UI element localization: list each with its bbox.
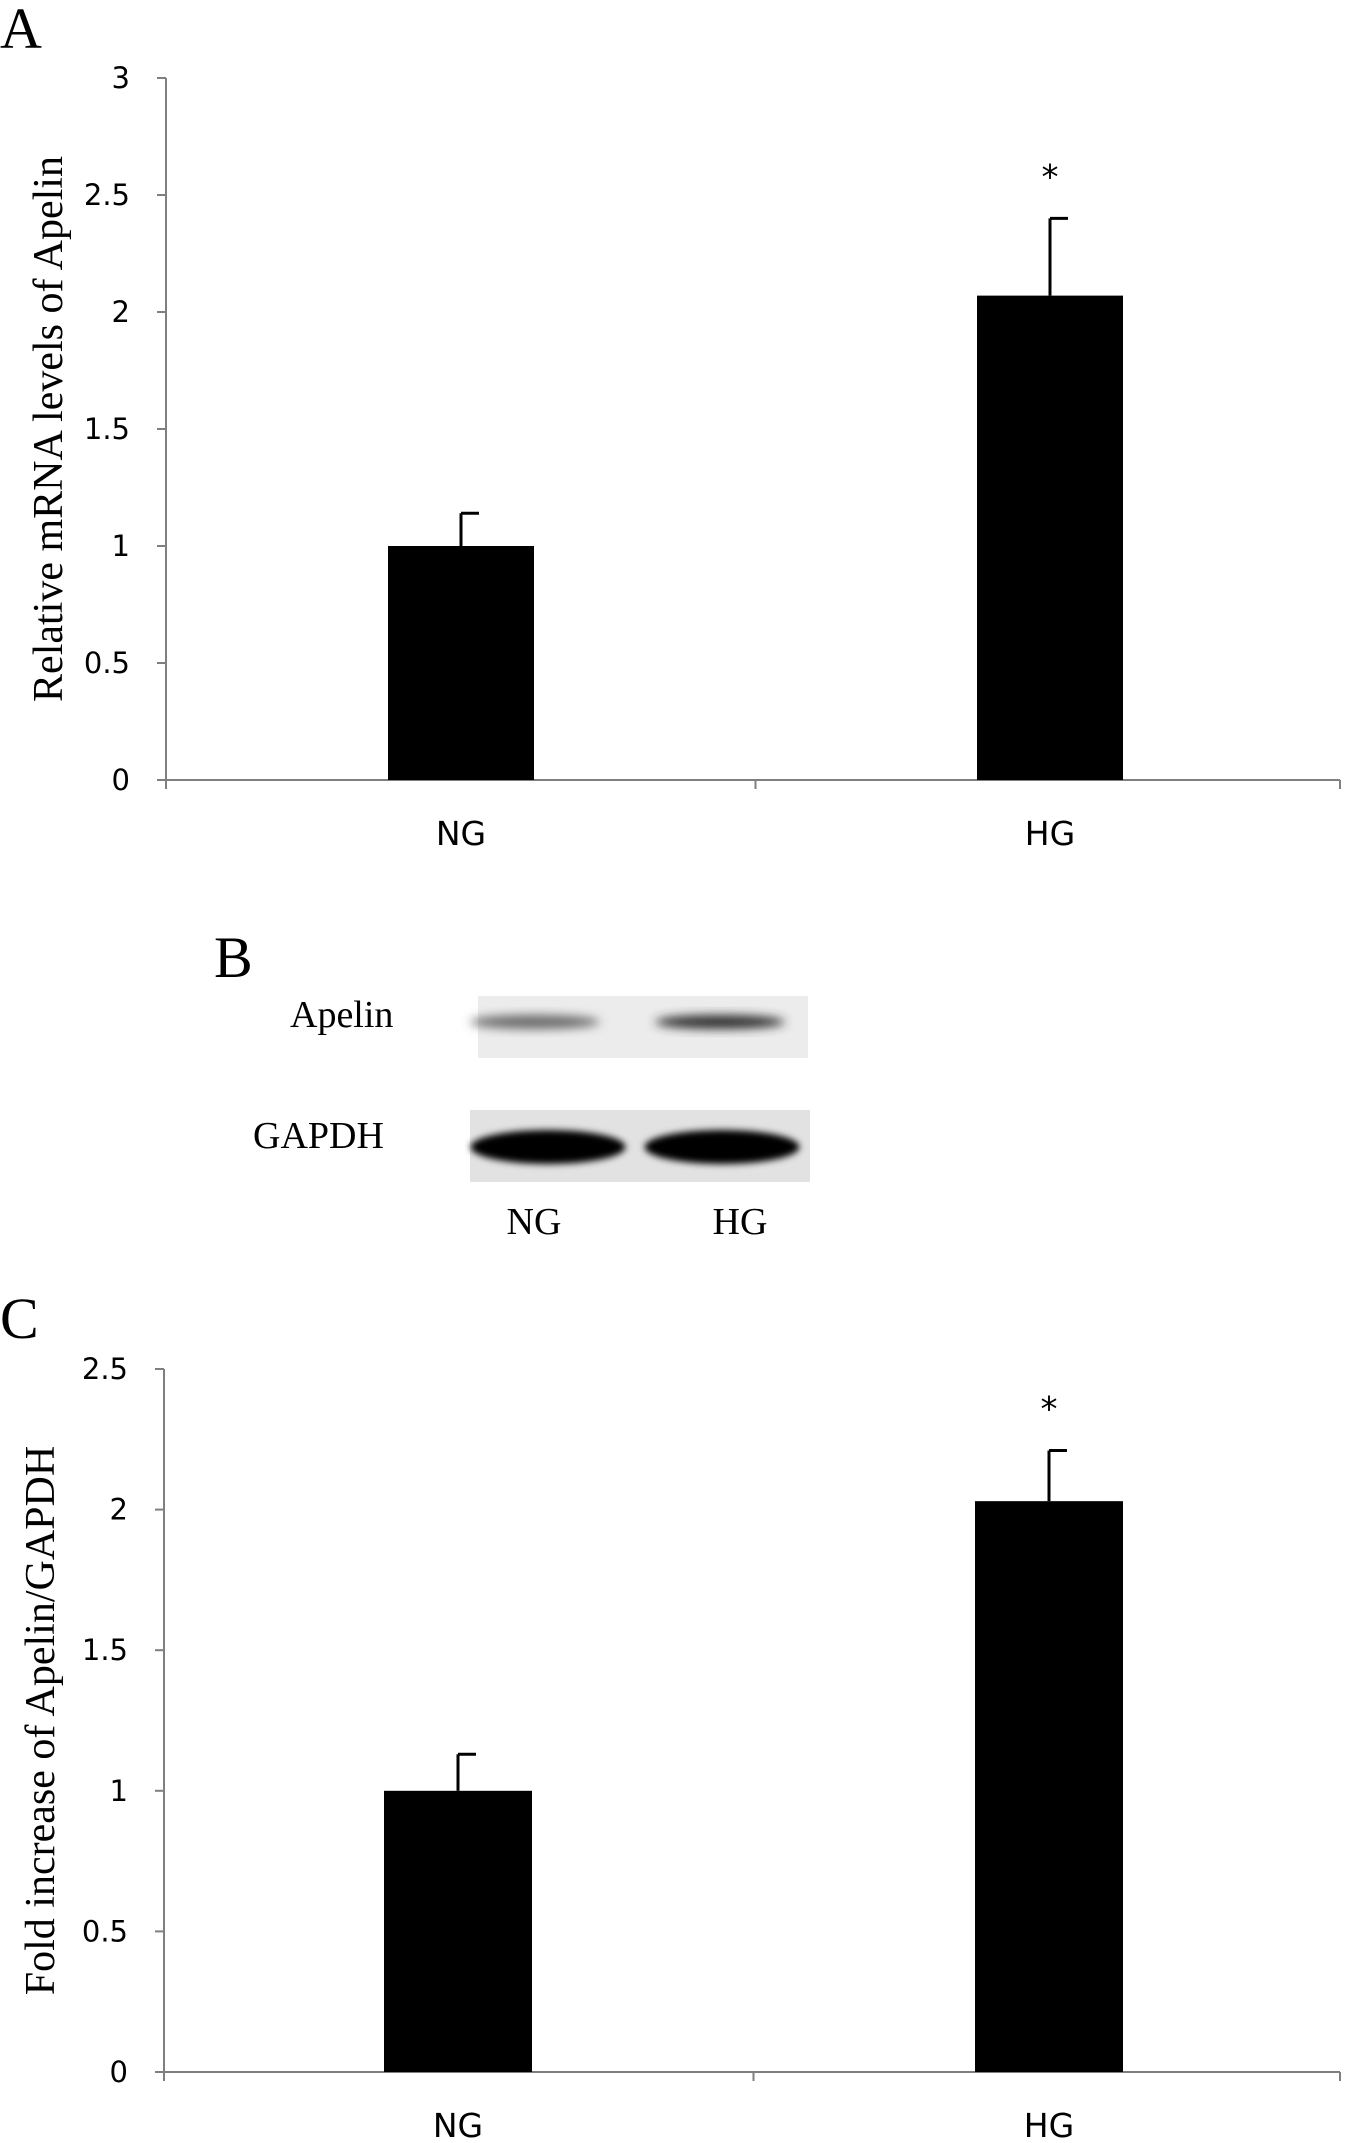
y-tick-label: 0.5 [84,646,130,680]
y-tick-label: 2.5 [84,178,130,212]
chart-a: 0 0.5 1 1.5 2 2.5 3 Relative mRNA levels of Ape… [26,61,1341,853]
y-tick-label: 3 [112,61,130,95]
y-tick-label: 2 [112,295,130,329]
blot-row-label-apelin: Apelin [290,994,393,1036]
category-label-ng: NG [433,2106,483,2143]
y-tick-label: 2.5 [82,1352,128,1386]
band-gapdh-hg [644,1130,800,1164]
y-tick-label: 1.5 [84,412,130,446]
category-label-hg: HG [1024,2106,1074,2143]
blot-lane-label-ng: NG [507,1201,562,1243]
y-tick-label: 1 [110,1774,128,1808]
bar-ng [388,546,534,780]
band-apelin-ng [470,1015,600,1029]
category-label-ng: NG [436,814,486,853]
blot-row-label-gapdh: GAPDH [253,1115,384,1157]
bar-hg [975,1501,1123,2072]
category-label-hg: HG [1025,814,1075,853]
band-gapdh-ng [470,1130,626,1164]
y-axis-title: Relative mRNA levels of Apelin [26,156,72,702]
y-tick-label: 2 [110,1493,128,1527]
panel-letter-c: C [0,1286,39,1351]
y-tick-label: 1.5 [82,1633,128,1667]
y-tick-label: 0 [112,763,130,797]
apelin-bands [470,1015,785,1029]
y-tick-label: 1 [112,529,130,563]
chart-c: 0 0.5 1 1.5 2 2.5 Fold increase of Apelin/GAPD… [18,1352,1341,2143]
y-tick-label: 0.5 [82,1914,128,1948]
panel-letter-b: B [214,925,253,990]
bar-ng [384,1790,532,2072]
band-apelin-hg [655,1015,785,1029]
significance-marker: * [1042,157,1059,197]
panel-letter-a: A [0,0,42,61]
bar-hg [977,295,1123,780]
blot-lane-label-hg: HG [713,1201,768,1243]
western-blot: Apelin GAPDH NG HG [253,994,810,1243]
significance-marker: * [1041,1390,1058,1430]
gapdh-bands [470,1130,800,1164]
y-axis-title: Fold increase of Apelin/GAPDH [18,1446,64,1995]
y-tick-label: 0 [110,2055,128,2089]
